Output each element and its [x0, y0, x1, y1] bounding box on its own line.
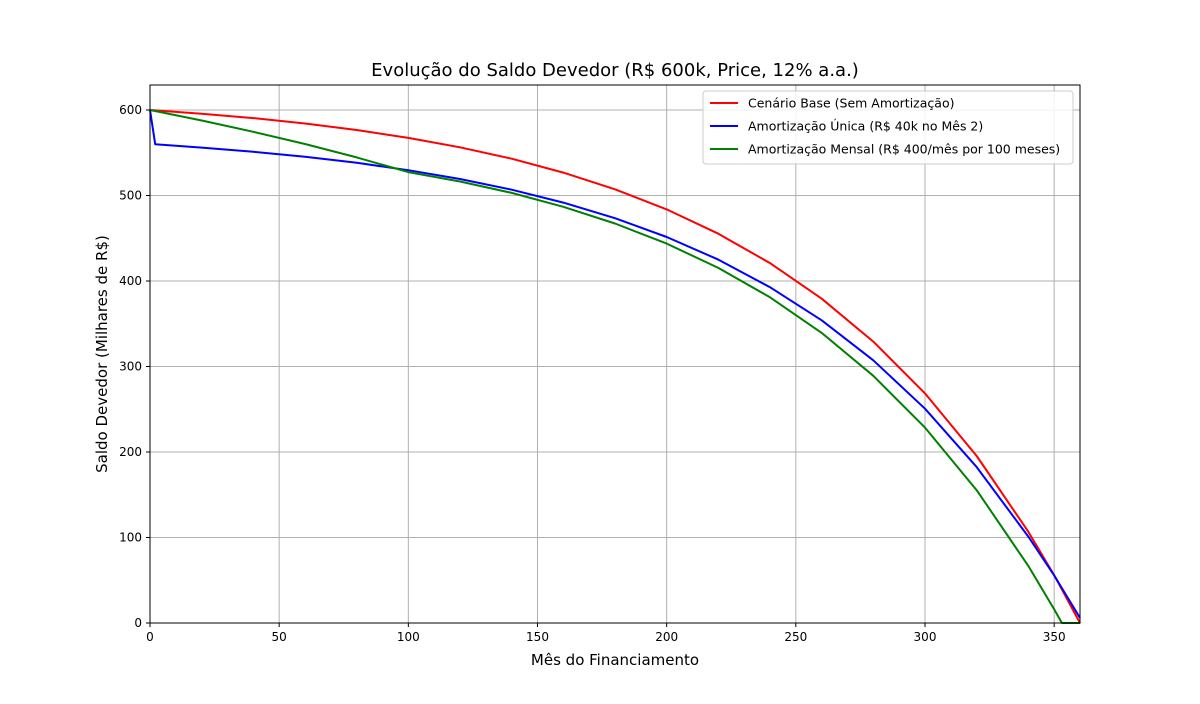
- series-group: [149, 109, 1081, 624]
- legend: Cenário Base (Sem Amortização) Amortizaçã…: [702, 90, 1074, 165]
- y-tick-label: 400: [119, 274, 142, 288]
- legend-label-1: Cenário Base (Sem Amortização): [748, 96, 954, 111]
- legend-box: [702, 90, 1074, 165]
- ticks: 0 50 100 150 200 250 300 350 0 100 200 300 400 500 600: [119, 103, 1066, 644]
- y-tick-label: 200: [119, 445, 142, 459]
- y-axis-label: Saldo Devedor (Milhares de R$): [93, 235, 111, 473]
- x-tick-label: 250: [784, 630, 807, 644]
- legend-label-3: Amortização Mensal (R$ 400/mês por 100 m…: [748, 142, 1060, 157]
- x-tick-label: 150: [526, 630, 549, 644]
- y-tick-label: 600: [119, 103, 142, 117]
- legend-label-2: Amortização Única (R$ 40k no Mês 2): [748, 119, 983, 134]
- x-tick-label: 100: [397, 630, 420, 644]
- series-line-3: [149, 109, 1080, 624]
- series-line-2: [149, 109, 1081, 619]
- x-axis-label: Mês do Financiamento: [531, 651, 699, 669]
- x-tick-label: 200: [655, 630, 678, 644]
- y-tick-label: 100: [119, 531, 142, 545]
- x-tick-label: 0: [146, 630, 154, 644]
- chart-title: Evolução do Saldo Devedor (R$ 600k, Pric…: [371, 60, 859, 81]
- x-tick-label: 50: [272, 630, 287, 644]
- y-tick-label: 0: [134, 616, 142, 630]
- y-tick-label: 300: [119, 360, 142, 374]
- x-tick-label: 300: [914, 630, 937, 644]
- series-line-1: [149, 109, 1081, 624]
- axes-frame: [149, 84, 1081, 624]
- y-tick-label: 500: [119, 189, 142, 203]
- x-tick-label: 350: [1043, 630, 1066, 644]
